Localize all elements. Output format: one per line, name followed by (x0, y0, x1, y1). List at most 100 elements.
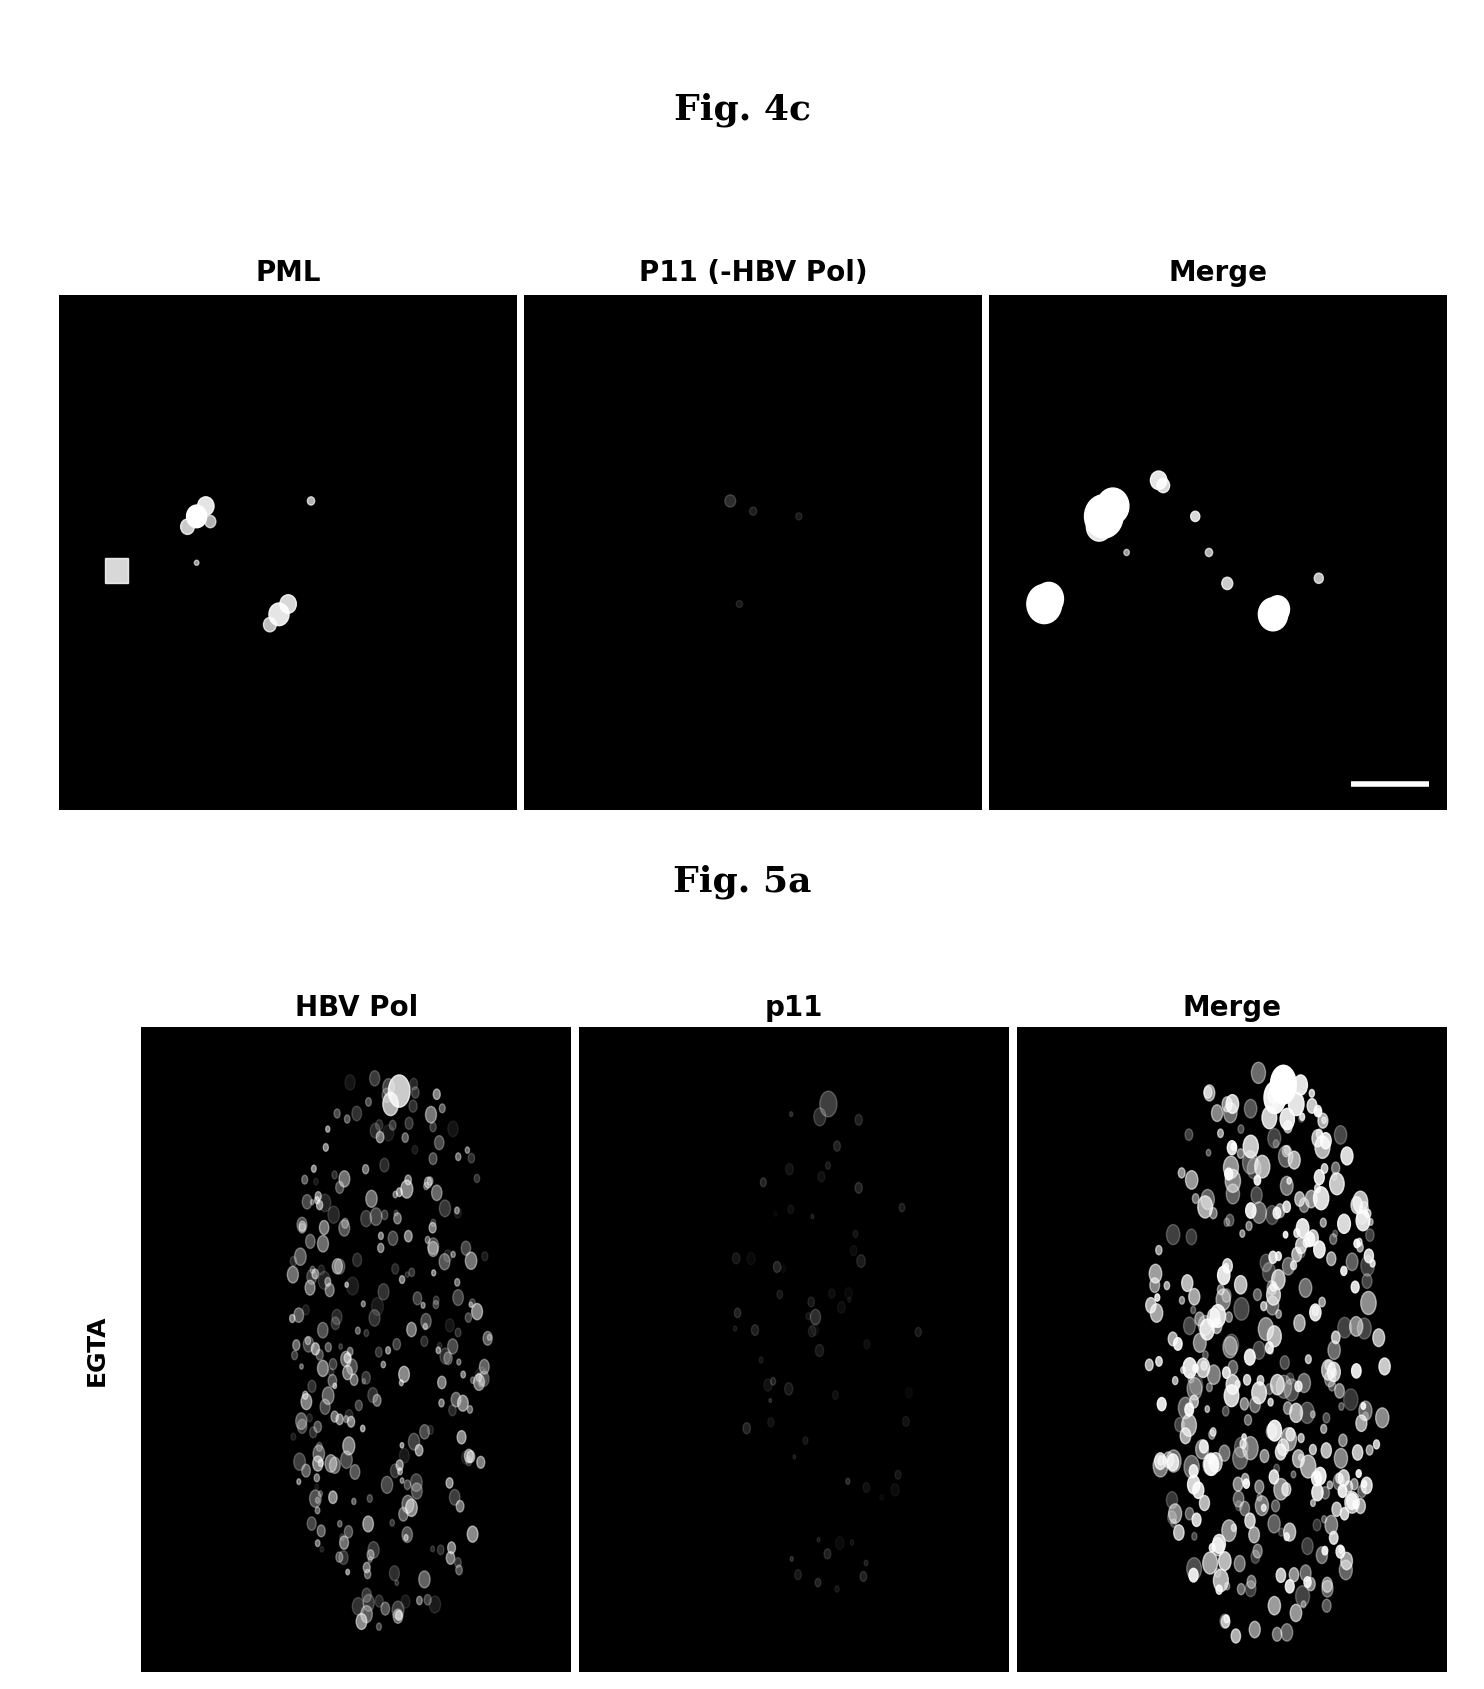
Circle shape (847, 1297, 850, 1302)
Circle shape (1298, 1115, 1304, 1123)
Circle shape (1276, 1252, 1281, 1260)
Circle shape (1224, 1385, 1239, 1407)
Circle shape (1224, 1263, 1229, 1270)
Circle shape (1158, 1456, 1163, 1466)
Circle shape (1367, 1446, 1373, 1456)
Circle shape (1224, 1615, 1229, 1623)
Circle shape (427, 1238, 439, 1255)
Circle shape (1244, 1480, 1250, 1488)
Circle shape (427, 1241, 438, 1257)
Circle shape (1156, 1246, 1162, 1255)
Circle shape (1285, 1091, 1293, 1100)
Circle shape (297, 1218, 307, 1233)
Circle shape (789, 1111, 792, 1116)
Circle shape (864, 1561, 868, 1566)
Circle shape (346, 1569, 350, 1574)
Circle shape (1319, 1297, 1325, 1307)
Circle shape (466, 1252, 476, 1270)
Circle shape (1168, 1333, 1177, 1346)
Circle shape (1267, 1515, 1281, 1534)
Circle shape (1356, 1415, 1367, 1432)
Circle shape (438, 1343, 442, 1350)
Circle shape (1217, 1267, 1230, 1285)
Circle shape (1266, 596, 1290, 623)
Circle shape (1334, 1383, 1345, 1398)
Circle shape (1226, 1312, 1232, 1322)
Circle shape (856, 1255, 865, 1268)
Circle shape (375, 1594, 383, 1608)
Circle shape (410, 1268, 414, 1277)
Circle shape (1313, 1187, 1328, 1209)
Circle shape (1290, 1567, 1298, 1583)
Circle shape (316, 1350, 324, 1360)
Circle shape (430, 1123, 436, 1132)
Circle shape (733, 1253, 741, 1263)
Circle shape (1163, 1453, 1174, 1468)
Circle shape (1316, 1130, 1322, 1138)
Circle shape (1241, 1398, 1248, 1410)
Circle shape (315, 1485, 319, 1490)
Circle shape (479, 1360, 490, 1375)
Circle shape (1236, 1502, 1242, 1510)
Circle shape (1201, 1319, 1214, 1339)
Circle shape (1318, 1113, 1328, 1128)
Circle shape (1334, 1449, 1347, 1468)
Circle shape (315, 1198, 319, 1204)
Circle shape (332, 1309, 341, 1324)
Circle shape (1212, 1535, 1226, 1554)
Circle shape (310, 1267, 315, 1274)
Circle shape (1224, 1334, 1239, 1355)
Circle shape (1313, 1518, 1321, 1530)
Circle shape (306, 1280, 315, 1295)
Circle shape (350, 1375, 358, 1385)
Circle shape (399, 1366, 410, 1383)
Circle shape (365, 1569, 371, 1579)
Circle shape (1294, 1192, 1304, 1206)
Circle shape (456, 1154, 462, 1160)
Circle shape (1195, 1312, 1204, 1326)
Circle shape (1270, 1282, 1276, 1292)
Circle shape (789, 1557, 794, 1561)
Circle shape (1174, 1338, 1183, 1351)
Circle shape (319, 1459, 324, 1466)
Circle shape (818, 1537, 821, 1542)
Circle shape (1184, 1456, 1199, 1478)
Circle shape (1281, 1427, 1297, 1451)
Circle shape (343, 1366, 352, 1380)
Circle shape (392, 1601, 404, 1620)
Circle shape (1181, 1366, 1186, 1373)
Circle shape (421, 1314, 432, 1329)
Circle shape (1269, 1252, 1278, 1263)
Circle shape (361, 1426, 365, 1432)
Circle shape (1368, 1219, 1373, 1226)
Circle shape (1150, 1279, 1159, 1292)
Circle shape (1322, 1578, 1333, 1593)
Circle shape (818, 1172, 825, 1182)
Circle shape (1353, 1191, 1368, 1214)
Circle shape (321, 1400, 329, 1414)
Circle shape (773, 1262, 781, 1274)
Circle shape (338, 1551, 349, 1564)
Circle shape (329, 1358, 337, 1370)
Circle shape (294, 1453, 306, 1471)
Circle shape (429, 1154, 436, 1165)
Circle shape (289, 1314, 295, 1322)
Circle shape (1291, 1262, 1297, 1270)
Circle shape (1322, 1414, 1330, 1424)
Circle shape (1202, 1351, 1208, 1360)
Circle shape (1221, 1520, 1236, 1542)
Circle shape (393, 1339, 401, 1350)
Circle shape (344, 1525, 353, 1539)
Circle shape (1282, 1483, 1291, 1496)
Circle shape (1201, 1361, 1208, 1370)
Circle shape (1333, 1474, 1345, 1490)
Circle shape (1250, 1397, 1260, 1412)
Circle shape (1321, 1486, 1330, 1500)
Circle shape (301, 1393, 312, 1410)
Circle shape (1273, 1140, 1279, 1149)
Circle shape (1346, 1253, 1358, 1270)
Circle shape (1221, 1289, 1232, 1302)
Circle shape (1322, 1118, 1327, 1123)
Circle shape (1238, 1149, 1244, 1159)
Circle shape (1334, 1127, 1347, 1145)
